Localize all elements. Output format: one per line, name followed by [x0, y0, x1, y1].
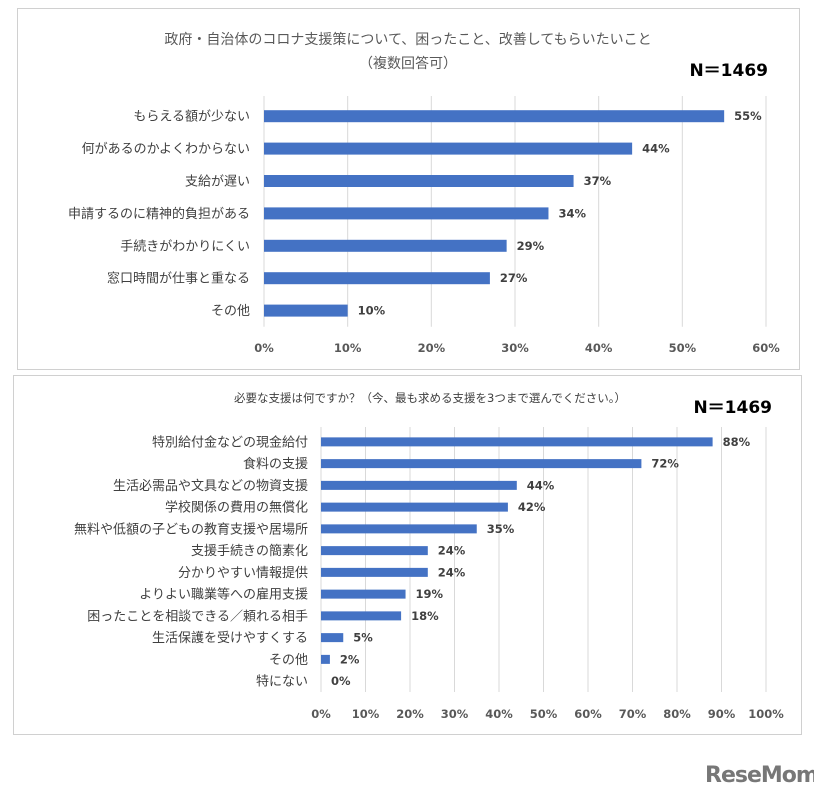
- chart2-bar: [321, 502, 508, 512]
- chart2-bar: [321, 546, 428, 556]
- chart1-value-label: 10%: [358, 304, 386, 318]
- chart2-bar: [321, 459, 642, 469]
- chart2-tick-label: 80%: [663, 707, 691, 721]
- chart2-category-label: 無料や低額の子どもの教育支援や居場所: [74, 521, 308, 537]
- chart1-bar: [264, 110, 725, 123]
- chart1-tick-label: 50%: [669, 341, 697, 355]
- chart2-category-label: 学校関係の費用の無償化: [165, 500, 308, 516]
- chart2-tick-label: 90%: [708, 707, 736, 721]
- chart2-tick-label: 60%: [574, 707, 602, 721]
- chart1-bar: [264, 272, 490, 285]
- chart2-value-label: 19%: [416, 587, 444, 601]
- chart2-tick-label: 0%: [311, 707, 331, 721]
- chart2-tick-label: 10%: [352, 707, 380, 721]
- chart1-n-label: N＝1469: [689, 61, 768, 81]
- chart2-category-label: 特別給付金などの現金給付: [152, 434, 308, 450]
- chart1-bar: [264, 239, 507, 252]
- chart2-value-label: 72%: [651, 457, 679, 471]
- chart2-category-label: 食料の支援: [243, 456, 308, 472]
- chart2-category-label: 生活保護を受けやすくする: [152, 630, 308, 646]
- chart1-category-label: 申請するのに精神的負担がある: [68, 206, 250, 222]
- chart1-category-label: 手続きがわかりにくい: [120, 239, 250, 254]
- chart1-tick-label: 40%: [585, 341, 613, 355]
- chart1-tick-label: 60%: [752, 341, 780, 355]
- chart2-value-label: 88%: [723, 435, 751, 449]
- chart1-value-label: 29%: [517, 239, 545, 253]
- chart1-bar: [264, 142, 633, 155]
- chart2-value-label: 0%: [331, 674, 351, 688]
- chart2-bar: [321, 633, 344, 643]
- chart1-category-label: 支給が遅い: [185, 175, 250, 190]
- chart2-value-label: 35%: [487, 522, 515, 536]
- chart2-bar: [321, 611, 402, 621]
- chart2-tick-label: 20%: [396, 707, 424, 721]
- chart2-value-label: 42%: [518, 500, 546, 514]
- chart2-value-label: 24%: [438, 544, 466, 558]
- chart1-subtitle: （複数回答可）: [359, 55, 457, 72]
- chart1-tick-label: 10%: [334, 341, 362, 355]
- chart2-bar: [321, 654, 330, 664]
- chart2-value-label: 18%: [411, 609, 439, 623]
- chart2-value-label: 5%: [353, 631, 373, 645]
- chart1-value-label: 27%: [500, 271, 528, 285]
- chart2-category-label: その他: [269, 653, 308, 668]
- resemom-logo: ReseMom: [705, 763, 814, 788]
- chart1-title: 政府・自治体のコロナ支援策について、困ったこと、改善してもらいたいこと: [164, 31, 651, 48]
- chart1-bar: [264, 175, 574, 187]
- chart1-category-label: 何があるのかよくわからない: [82, 141, 250, 157]
- chart2-value-label: 44%: [527, 478, 555, 492]
- chart1-bar: [264, 207, 549, 220]
- chart1-category-label: もらえる額が少ない: [133, 110, 250, 125]
- chart1-category-label: 窓口時間が仕事と重なる: [107, 271, 250, 287]
- chart2-category-label: 困ったことを相談できる／頼れる相手: [87, 608, 308, 624]
- chart2-bar: [321, 589, 406, 599]
- chart2-tick-label: 100%: [748, 707, 784, 721]
- chart2-category-label: よりよい職業等への雇用支援: [139, 587, 308, 603]
- chart2-bar: [321, 567, 428, 577]
- chart2-bar: [321, 524, 477, 534]
- chart2-tick-label: 50%: [530, 707, 558, 721]
- chart-panel-1: [17, 8, 800, 370]
- chart2-value-label: 2%: [340, 652, 360, 666]
- chart2-bar: [321, 480, 517, 490]
- chart1-value-label: 55%: [734, 109, 762, 123]
- chart1-value-label: 34%: [558, 206, 586, 220]
- chart1-value-label: 37%: [584, 174, 612, 188]
- chart2-value-label: 24%: [438, 565, 466, 579]
- chart1-category-label: その他: [211, 304, 250, 319]
- chart2-n-label: N＝1469: [693, 398, 772, 418]
- chart2-title: 必要な支援は何ですか？（今、最も求める支援を3つまで選んでください。）: [234, 391, 626, 405]
- chart2-category-label: 分かりやすい情報提供: [178, 565, 308, 581]
- chart1-tick-label: 20%: [418, 341, 446, 355]
- chart1-tick-label: 30%: [501, 341, 529, 355]
- chart2-category-label: 支援手続きの簡素化: [191, 544, 308, 559]
- chart2-tick-label: 30%: [441, 707, 469, 721]
- chart1-value-label: 44%: [642, 142, 670, 156]
- chart1-bar: [264, 304, 348, 317]
- chart1-tick-label: 0%: [254, 341, 274, 355]
- chart2-tick-label: 70%: [619, 707, 647, 721]
- chart2-tick-label: 40%: [485, 707, 513, 721]
- chart2-bar: [321, 437, 713, 447]
- chart2-category-label: 生活必需品や文具などの物資支援: [113, 479, 308, 494]
- chart2-category-label: 特にない: [256, 675, 308, 690]
